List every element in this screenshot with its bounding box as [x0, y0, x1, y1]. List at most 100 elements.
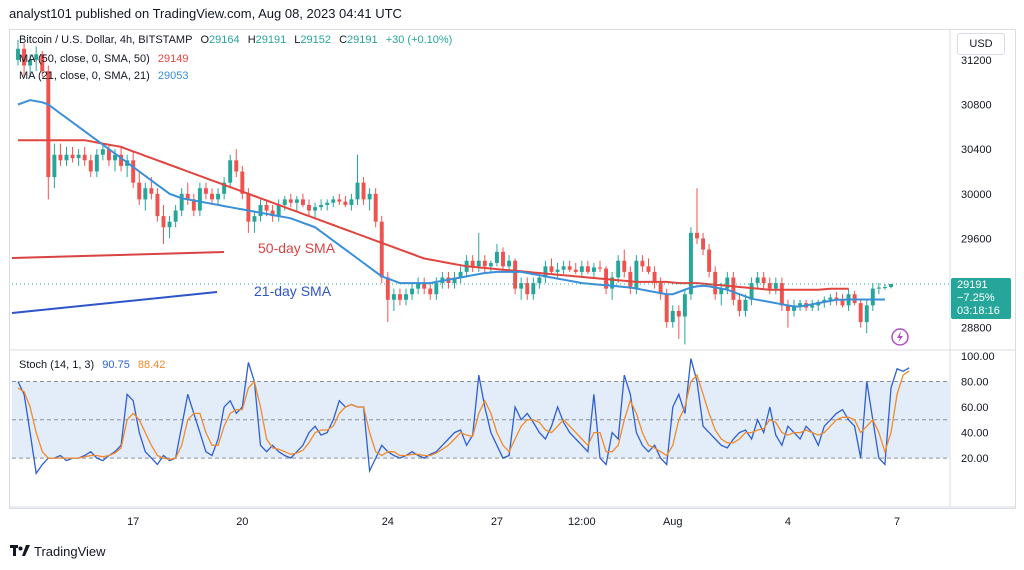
time-tick-label: 27	[491, 516, 503, 528]
stoch-tick-label: 80.00	[961, 377, 989, 389]
candle-body	[755, 277, 760, 284]
lightning-bolt-icon	[897, 331, 903, 343]
stoch-legend-label: Stoch (14, 1, 3)	[19, 359, 95, 371]
candle-body	[88, 160, 93, 172]
candle-body	[355, 182, 360, 200]
time-tick-label: 4	[785, 516, 791, 528]
candle-body	[94, 154, 99, 172]
candle-body	[82, 154, 87, 161]
candle-body	[300, 199, 305, 205]
candle-body	[519, 283, 524, 289]
price-tick-label: 31200	[961, 55, 992, 67]
candle-body	[598, 267, 602, 269]
candle-body	[173, 210, 178, 222]
candle-body	[725, 277, 730, 289]
candle-body	[882, 287, 887, 289]
candle-body	[367, 193, 372, 200]
candle-body	[16, 48, 20, 60]
candle-body	[531, 283, 536, 295]
ma21-legend[interactable]: MA (21, close, 0, SMA, 21) 29053	[19, 70, 194, 82]
ma50-line	[18, 139, 849, 291]
ma50-legend-label: MA (50, close, 0, SMA, 50)	[19, 53, 150, 65]
tradingview-logo-icon	[10, 545, 30, 556]
ma50-legend[interactable]: MA (50, close, 0, SMA, 50) 29149	[19, 53, 194, 65]
candle-body	[307, 204, 311, 211]
ma21-annotation: 21-day SMA	[254, 283, 332, 299]
candle-body	[64, 154, 69, 161]
candle-body	[555, 269, 560, 272]
candle-body	[349, 199, 354, 205]
price-tick-label: 30000	[961, 189, 992, 201]
candle-body	[167, 221, 172, 228]
candle-body	[507, 260, 512, 267]
candles	[16, 39, 893, 345]
currency-button[interactable]: USD	[957, 33, 1005, 55]
candle-body	[792, 305, 796, 311]
candle-body	[822, 299, 827, 303]
candle-body	[628, 271, 633, 289]
candle-body	[106, 149, 111, 161]
footer-brand[interactable]: TradingView	[10, 544, 106, 559]
candle-body	[264, 204, 269, 211]
candle-body	[567, 266, 572, 270]
candle-body	[834, 297, 839, 300]
candle-body	[591, 267, 596, 272]
ma21-legend-value: 29053	[157, 70, 189, 82]
candle-body	[658, 283, 663, 295]
stoch-tick-label: 60.00	[961, 402, 989, 414]
time-tick-label: 7	[894, 516, 900, 528]
candle-body	[494, 251, 499, 263]
time-tick-label: 20	[236, 516, 248, 528]
candle-body	[216, 193, 221, 200]
candle-body	[476, 260, 481, 267]
stoch-band	[12, 381, 950, 459]
candle-body	[191, 199, 196, 211]
candle-body	[707, 249, 712, 272]
candle-body	[434, 283, 439, 295]
candle-body	[688, 232, 693, 295]
candle-body	[331, 199, 336, 203]
candle-body	[488, 262, 493, 267]
candle-body	[270, 210, 275, 217]
stoch-d-value: 88.42	[137, 359, 166, 371]
candle-body	[197, 188, 202, 211]
annotations: 50-day SMA 21-day SMA	[254, 240, 909, 346]
candle-body	[525, 283, 530, 295]
candle-body	[240, 171, 245, 194]
candle-body	[294, 199, 299, 203]
time-tick-label: 24	[382, 516, 394, 528]
candle-body	[222, 182, 227, 194]
candle-body	[410, 288, 415, 295]
ohlc-close: C29191	[339, 34, 378, 46]
candle-body	[397, 294, 402, 300]
candle-body	[313, 207, 318, 211]
ma21-line	[17, 99, 885, 308]
candle-body	[325, 202, 330, 205]
candle-body	[785, 305, 790, 311]
candle-body	[379, 221, 384, 278]
candle-body	[52, 154, 57, 178]
candle-body	[670, 310, 675, 323]
trendlines	[11, 251, 225, 314]
candle-body	[749, 283, 754, 300]
candle-body	[228, 160, 233, 183]
ma50-legend-value: 29149	[157, 53, 189, 65]
candle-body	[319, 204, 324, 208]
candle-body	[137, 182, 142, 200]
candle-body	[701, 238, 706, 250]
publish-line: analyst101 published on TradingView.com,…	[9, 6, 402, 21]
stoch-legend[interactable]: Stoch (14, 1, 3) 90.75 88.42	[19, 359, 170, 371]
candle-body	[210, 193, 214, 200]
price-tick-label: 29600	[961, 233, 992, 245]
candle-body	[585, 266, 590, 272]
candle-body	[28, 59, 33, 66]
candle-body	[22, 48, 27, 66]
last-price: 29191	[957, 279, 988, 291]
candle-body	[373, 193, 378, 222]
candle-body	[543, 266, 548, 278]
candle-body	[858, 303, 863, 323]
candle-body	[622, 260, 627, 272]
candle-body	[46, 71, 51, 178]
candle-body	[113, 154, 117, 161]
symbol-legend: Bitcoin / U.S. Dollar, 4h, BITSTAMP O291…	[19, 34, 457, 46]
